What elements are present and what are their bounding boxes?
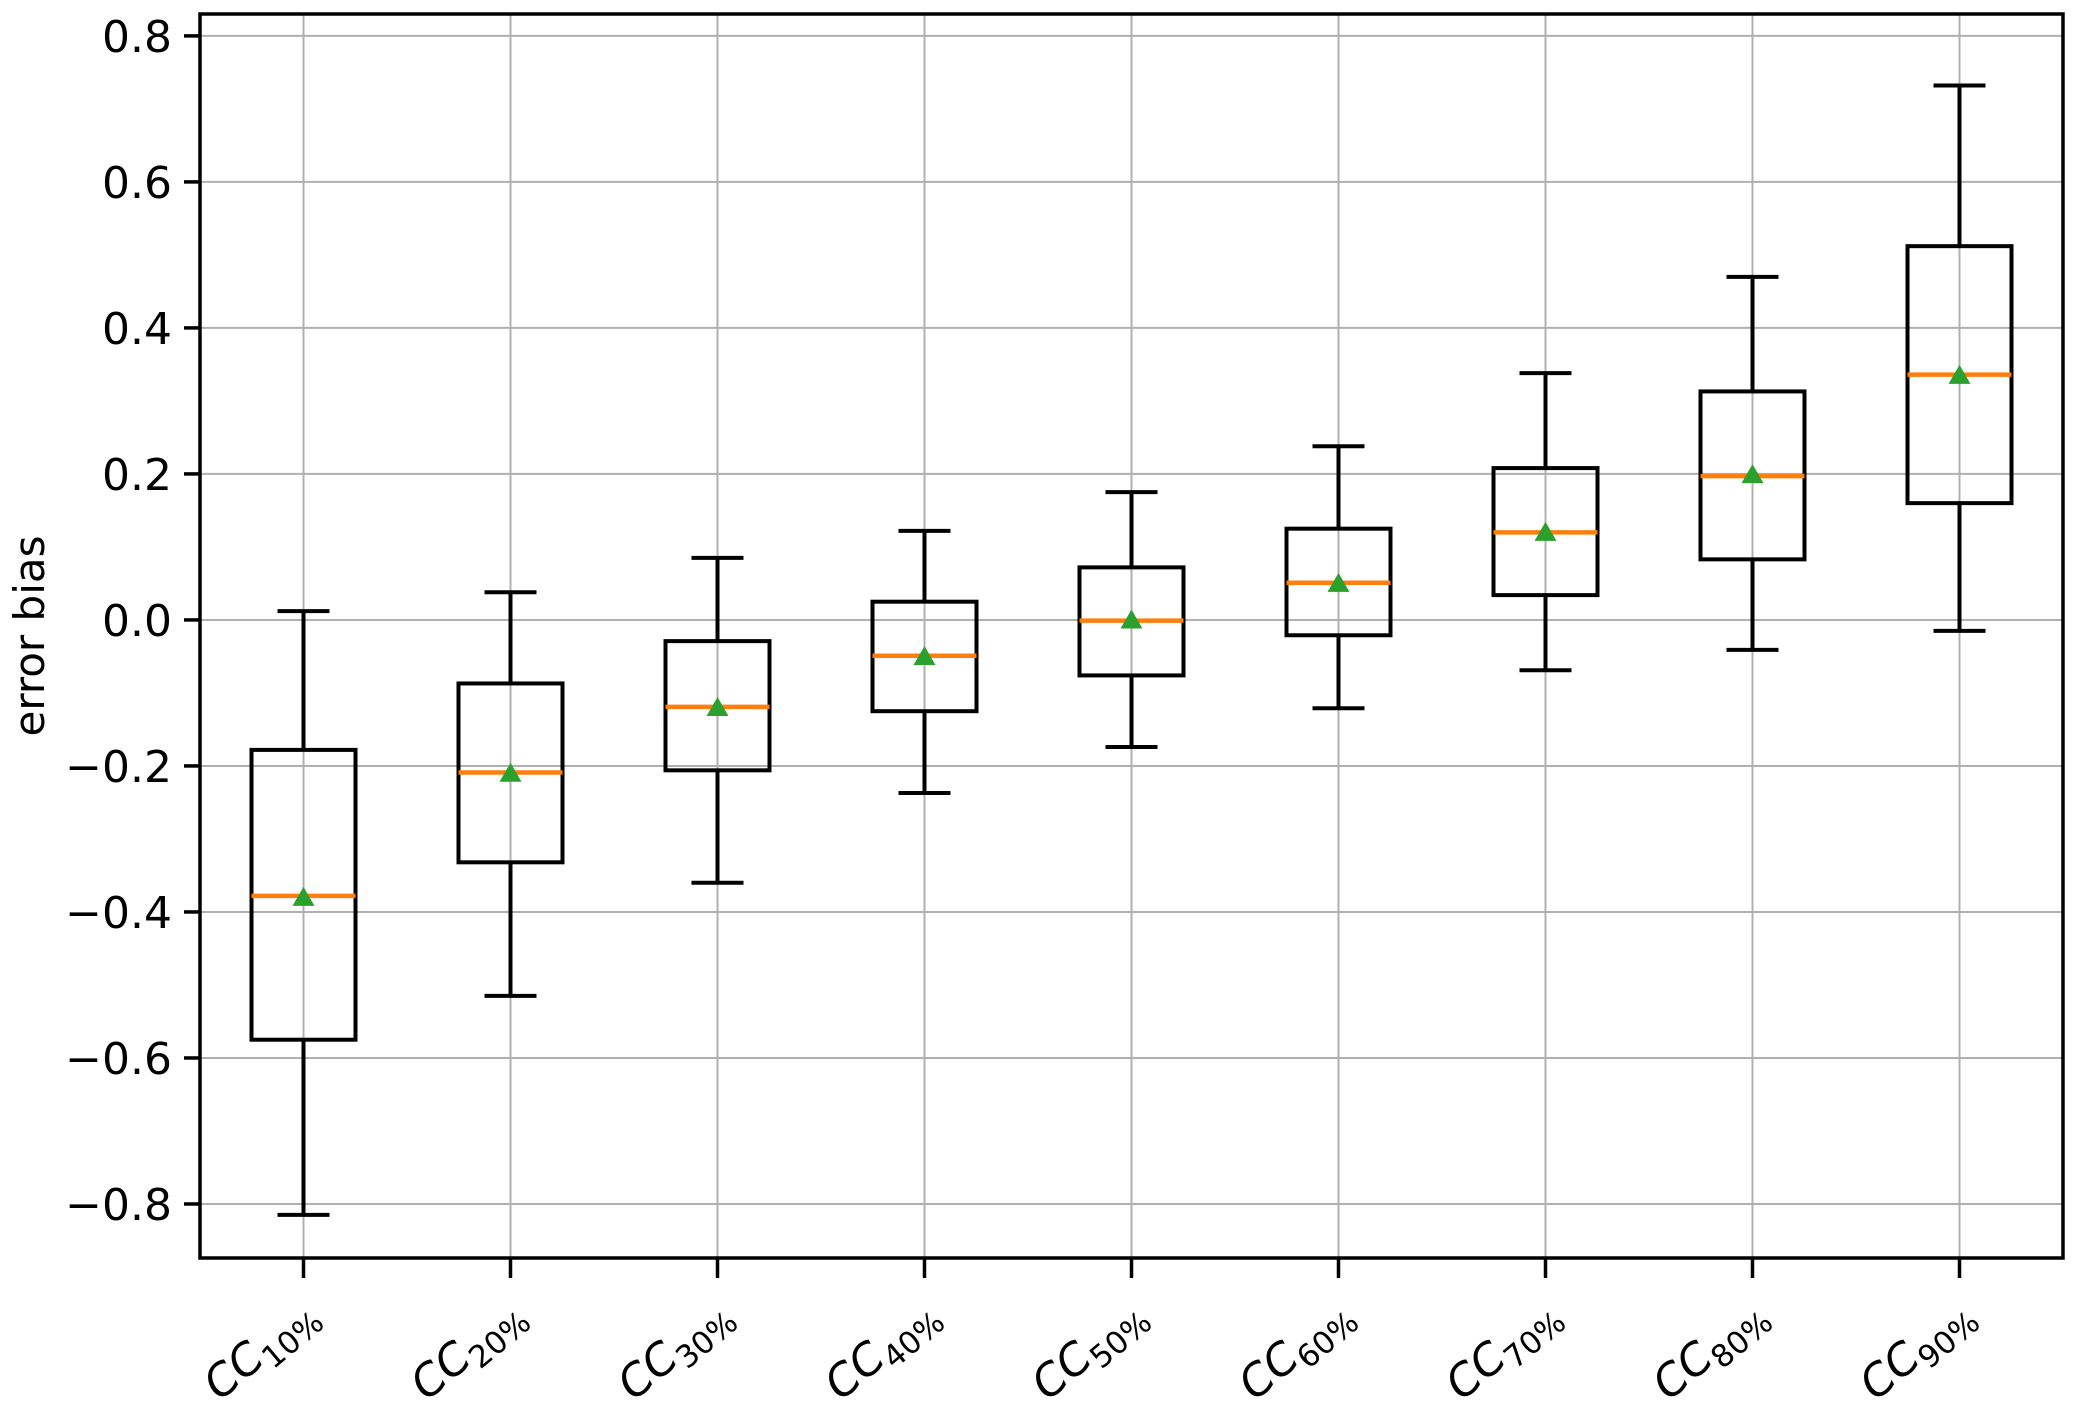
box-group [249, 609, 358, 1217]
y-tick-label: −0.8 [65, 1180, 172, 1231]
y-tick-label: −0.2 [65, 742, 172, 793]
mean-marker-triangle [499, 762, 522, 782]
y-tick-label: 0.2 [102, 450, 172, 501]
mean-marker-triangle [1948, 364, 1971, 384]
box-group [870, 528, 979, 795]
box-group [1491, 371, 1600, 673]
y-tick-label: −0.4 [65, 888, 172, 939]
box-group [1077, 490, 1186, 749]
mean-marker-triangle [292, 886, 315, 906]
mean-marker-triangle [1327, 572, 1350, 592]
box-group [1284, 444, 1393, 711]
y-tick-label: −0.6 [65, 1034, 172, 1085]
mean-marker-triangle [1534, 521, 1557, 541]
box-group [663, 555, 772, 885]
mean-marker-triangle [706, 697, 729, 717]
mean-marker-triangle [913, 645, 936, 665]
box-group [456, 590, 565, 998]
y-tick-label: 0.4 [102, 304, 172, 355]
mean-marker-triangle [1120, 609, 1143, 629]
y-tick-label: 0.8 [102, 12, 172, 63]
axes-spines [198, 12, 2065, 1260]
box-group [1698, 274, 1807, 652]
mean-marker-triangle [1741, 464, 1764, 484]
box-group [1905, 83, 2014, 633]
y-tick-label: 0.6 [102, 158, 172, 209]
y-tick-label: 0.0 [102, 596, 172, 647]
y-axis-label: error bias [5, 536, 54, 737]
